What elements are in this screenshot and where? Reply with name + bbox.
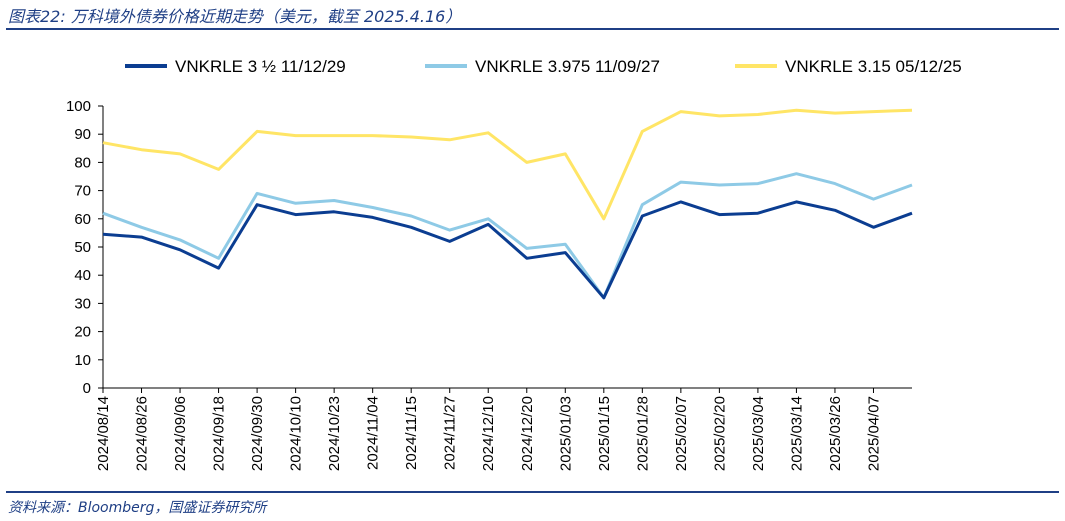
y-axis: 0 10 20 30 40 50 60 70 80 90 100 bbox=[66, 98, 104, 397]
x-tick-label: 2024/08/26 bbox=[134, 396, 151, 471]
x-tick-label: 2024/11/27 bbox=[442, 396, 459, 470]
y-tick-label: 40 bbox=[74, 267, 91, 284]
x-tick-label: 2024/10/23 bbox=[326, 396, 343, 471]
series-line-1 bbox=[102, 200, 913, 300]
y-tick-label: 100 bbox=[66, 98, 91, 115]
x-tick-label: 2024/12/20 bbox=[519, 396, 536, 471]
x-tick-label: 2025/02/07 bbox=[673, 396, 690, 471]
x-tick-label: 2025/04/07 bbox=[865, 396, 882, 471]
series-lines bbox=[102, 108, 913, 300]
y-tick-label: 90 bbox=[74, 126, 91, 143]
y-tick-label: 0 bbox=[83, 380, 91, 397]
legend-label: VNKRLE 3 ½ 11/12/29 bbox=[175, 57, 346, 76]
series-line-2 bbox=[102, 172, 913, 300]
y-tick-label: 70 bbox=[74, 183, 91, 200]
x-tick-label: 2025/01/28 bbox=[634, 396, 651, 471]
x-tick-label: 2024/12/10 bbox=[480, 396, 497, 471]
x-tick-label: 2024/09/30 bbox=[249, 396, 266, 471]
legend-label: VNKRLE 3.15 05/12/25 bbox=[785, 57, 962, 76]
x-axis: 2024/08/14 2024/08/26 2024/09/06 2024/09/18… bbox=[95, 387, 912, 471]
x-tick-label: 2025/02/20 bbox=[711, 396, 728, 471]
x-tick-label: 2024/09/06 bbox=[172, 396, 189, 471]
x-tick-label: 2024/11/15 bbox=[403, 396, 420, 470]
x-tick-label: 2025/01/15 bbox=[596, 396, 613, 471]
bottom-rule bbox=[6, 491, 1059, 493]
x-tick-label: 2024/10/10 bbox=[288, 396, 305, 471]
series-line-3 bbox=[102, 108, 913, 221]
x-tick-label: 2025/03/14 bbox=[788, 396, 805, 471]
x-tick-label: 2025/03/26 bbox=[827, 396, 844, 471]
x-tick-label: 2025/03/04 bbox=[750, 396, 767, 471]
x-tick-label: 2024/09/18 bbox=[211, 396, 228, 471]
x-tick-label: 2024/11/04 bbox=[365, 396, 382, 470]
legend-label: VNKRLE 3.975 11/09/27 bbox=[475, 57, 660, 76]
y-tick-label: 30 bbox=[74, 295, 91, 312]
y-tick-label: 50 bbox=[74, 239, 91, 256]
x-tick-label: 2024/08/14 bbox=[95, 396, 112, 471]
y-tick-label: 10 bbox=[74, 352, 91, 369]
x-tick-label: 2025/01/03 bbox=[557, 396, 574, 471]
y-tick-label: 80 bbox=[74, 154, 91, 171]
top-rule bbox=[6, 28, 1059, 30]
figure-title: 图表22: 万科境外债券价格近期走势（美元，截至 2025.4.16） bbox=[8, 7, 462, 26]
chart-legend: VNKRLE 3 ½ 11/12/29 VNKRLE 3.975 11/09/27… bbox=[125, 57, 962, 76]
y-tick-label: 20 bbox=[74, 324, 91, 341]
y-tick-label: 60 bbox=[74, 211, 91, 228]
source-note: 资料来源：Bloomberg，国盛证券研究所 bbox=[8, 500, 267, 516]
